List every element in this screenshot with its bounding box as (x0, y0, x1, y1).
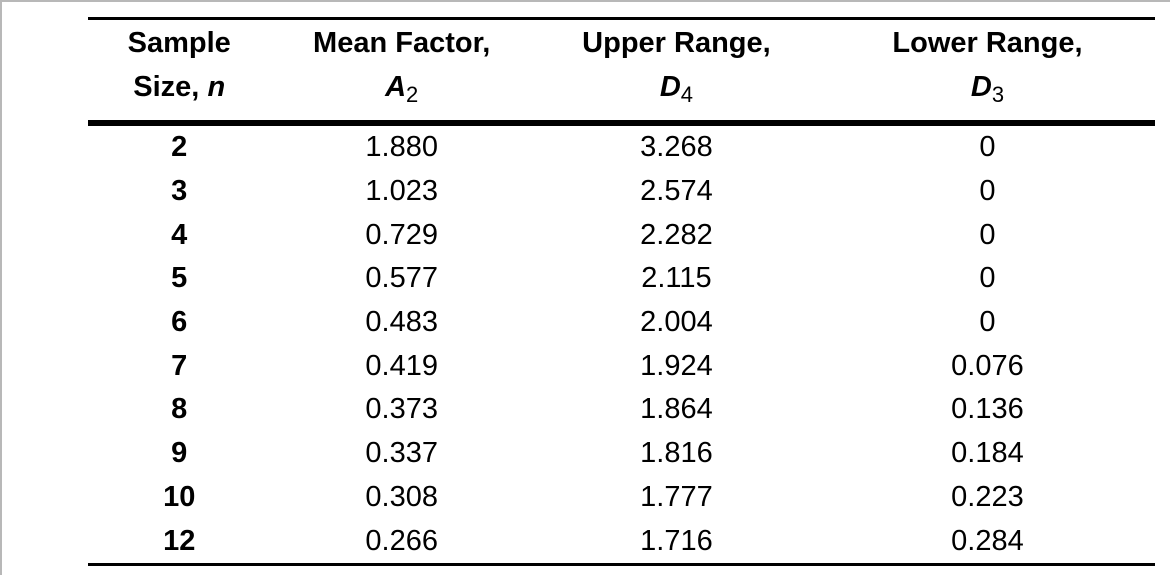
col-header-mean-factor: Mean Factor, A2 (270, 19, 532, 124)
col-header-mean-factor-symbol: A (385, 71, 407, 103)
cell-sample-size: 6 (171, 306, 188, 339)
cell-mean-factor-a2: 0.577 (365, 262, 438, 295)
table-row: 12 0.266 1.716 0.284 (88, 519, 1155, 564)
cell-mean-factor-a2: 0.337 (365, 437, 438, 470)
cell-upper-range-d4: 3.268 (640, 131, 713, 164)
col-header-lower-range-line1: Lower Range, (892, 27, 1083, 59)
table-body: 2 1.880 3.268 0 3 1.023 2.574 0 4 0.729 … (88, 123, 1155, 564)
col-header-lower-range: Lower Range, D3 (820, 19, 1155, 124)
cell-mean-factor-a2: 0.266 (365, 524, 438, 557)
cell-lower-range-d3: 0 (979, 218, 996, 251)
cell-sample-size: 8 (171, 393, 188, 426)
cell-sample-size: 2 (171, 131, 188, 164)
cell-upper-range-d4: 1.864 (640, 393, 713, 426)
col-header-mean-factor-subscript: 2 (406, 82, 419, 107)
cell-lower-range-d3: 0 (979, 262, 996, 295)
col-header-lower-range-subscript: 3 (991, 82, 1005, 107)
cell-sample-size: 9 (171, 437, 188, 470)
table-row: 10 0.308 1.777 0.223 (88, 476, 1155, 520)
col-header-lower-range-symbol: D (970, 71, 992, 103)
col-header-sample-size-symbol: n (207, 71, 226, 103)
cell-mean-factor-a2: 0.419 (365, 349, 438, 382)
cell-lower-range-d3: 0 (979, 131, 996, 164)
factors-table: Sample Size, n Mean Factor, A2 Upper Ran… (88, 17, 1155, 566)
cell-lower-range-d3: 0.223 (951, 480, 1024, 513)
table-row: 8 0.373 1.864 0.136 (88, 388, 1155, 432)
cell-upper-range-d4: 1.777 (640, 480, 713, 513)
cell-mean-factor-a2: 0.373 (365, 393, 438, 426)
cell-upper-range-d4: 2.574 (640, 175, 713, 208)
cell-mean-factor-a2: 0.729 (365, 218, 438, 251)
col-header-sample-size: Sample Size, n (88, 19, 270, 124)
cell-upper-range-d4: 1.716 (640, 524, 713, 557)
table-row: 2 1.880 3.268 0 (88, 123, 1155, 170)
col-header-upper-range-line1: Upper Range, (582, 27, 771, 59)
cell-mean-factor-a2: 0.483 (365, 306, 438, 339)
cell-sample-size: 10 (163, 480, 196, 513)
cell-sample-size: 12 (163, 524, 196, 557)
cell-sample-size: 5 (171, 262, 188, 295)
cell-mean-factor-a2: 1.023 (365, 175, 438, 208)
table-header: Sample Size, n Mean Factor, A2 Upper Ran… (88, 19, 1155, 124)
col-header-sample-size-prefix: Size, (133, 71, 208, 103)
table-row: 4 0.729 2.282 0 (88, 213, 1155, 257)
cell-lower-range-d3: 0 (979, 306, 996, 339)
cell-lower-range-d3: 0.136 (951, 393, 1024, 426)
cell-mean-factor-a2: 0.308 (365, 480, 438, 513)
cell-upper-range-d4: 2.282 (640, 218, 713, 251)
col-header-mean-factor-line1: Mean Factor, (313, 27, 491, 59)
cell-lower-range-d3: 0.284 (951, 524, 1024, 557)
col-header-sample-size-line2: Size, n (88, 65, 270, 117)
cell-sample-size: 4 (171, 218, 188, 251)
cell-upper-range-d4: 2.115 (641, 262, 712, 295)
table-row: 5 0.577 2.115 0 (88, 257, 1155, 301)
cell-sample-size: 7 (171, 349, 188, 382)
col-header-lower-range-line2: D3 (820, 65, 1155, 117)
table-row: 6 0.483 2.004 0 (88, 301, 1155, 345)
cell-upper-range-d4: 2.004 (640, 306, 713, 339)
col-header-upper-range: Upper Range, D4 (533, 19, 820, 124)
table-row: 3 1.023 2.574 0 (88, 170, 1155, 214)
table-header-row: Sample Size, n Mean Factor, A2 Upper Ran… (88, 19, 1155, 124)
cell-mean-factor-a2: 1.880 (365, 131, 438, 164)
cell-upper-range-d4: 1.816 (640, 437, 713, 470)
col-header-mean-factor-line2: A2 (270, 65, 532, 117)
col-header-sample-size-line1: Sample (127, 27, 231, 59)
col-header-upper-range-symbol: D (659, 71, 681, 103)
cell-lower-range-d3: 0.076 (951, 349, 1024, 382)
cell-lower-range-d3: 0.184 (951, 437, 1024, 470)
cell-lower-range-d3: 0 (979, 175, 996, 208)
col-header-upper-range-line2: D4 (533, 65, 820, 117)
col-header-upper-range-subscript: 4 (680, 82, 694, 107)
cell-upper-range-d4: 1.924 (640, 349, 713, 382)
table-row: 7 0.419 1.924 0.076 (88, 344, 1155, 388)
cell-sample-size: 3 (171, 175, 188, 208)
factors-table-container: Sample Size, n Mean Factor, A2 Upper Ran… (88, 17, 1155, 566)
table-row: 9 0.337 1.816 0.184 (88, 432, 1155, 476)
